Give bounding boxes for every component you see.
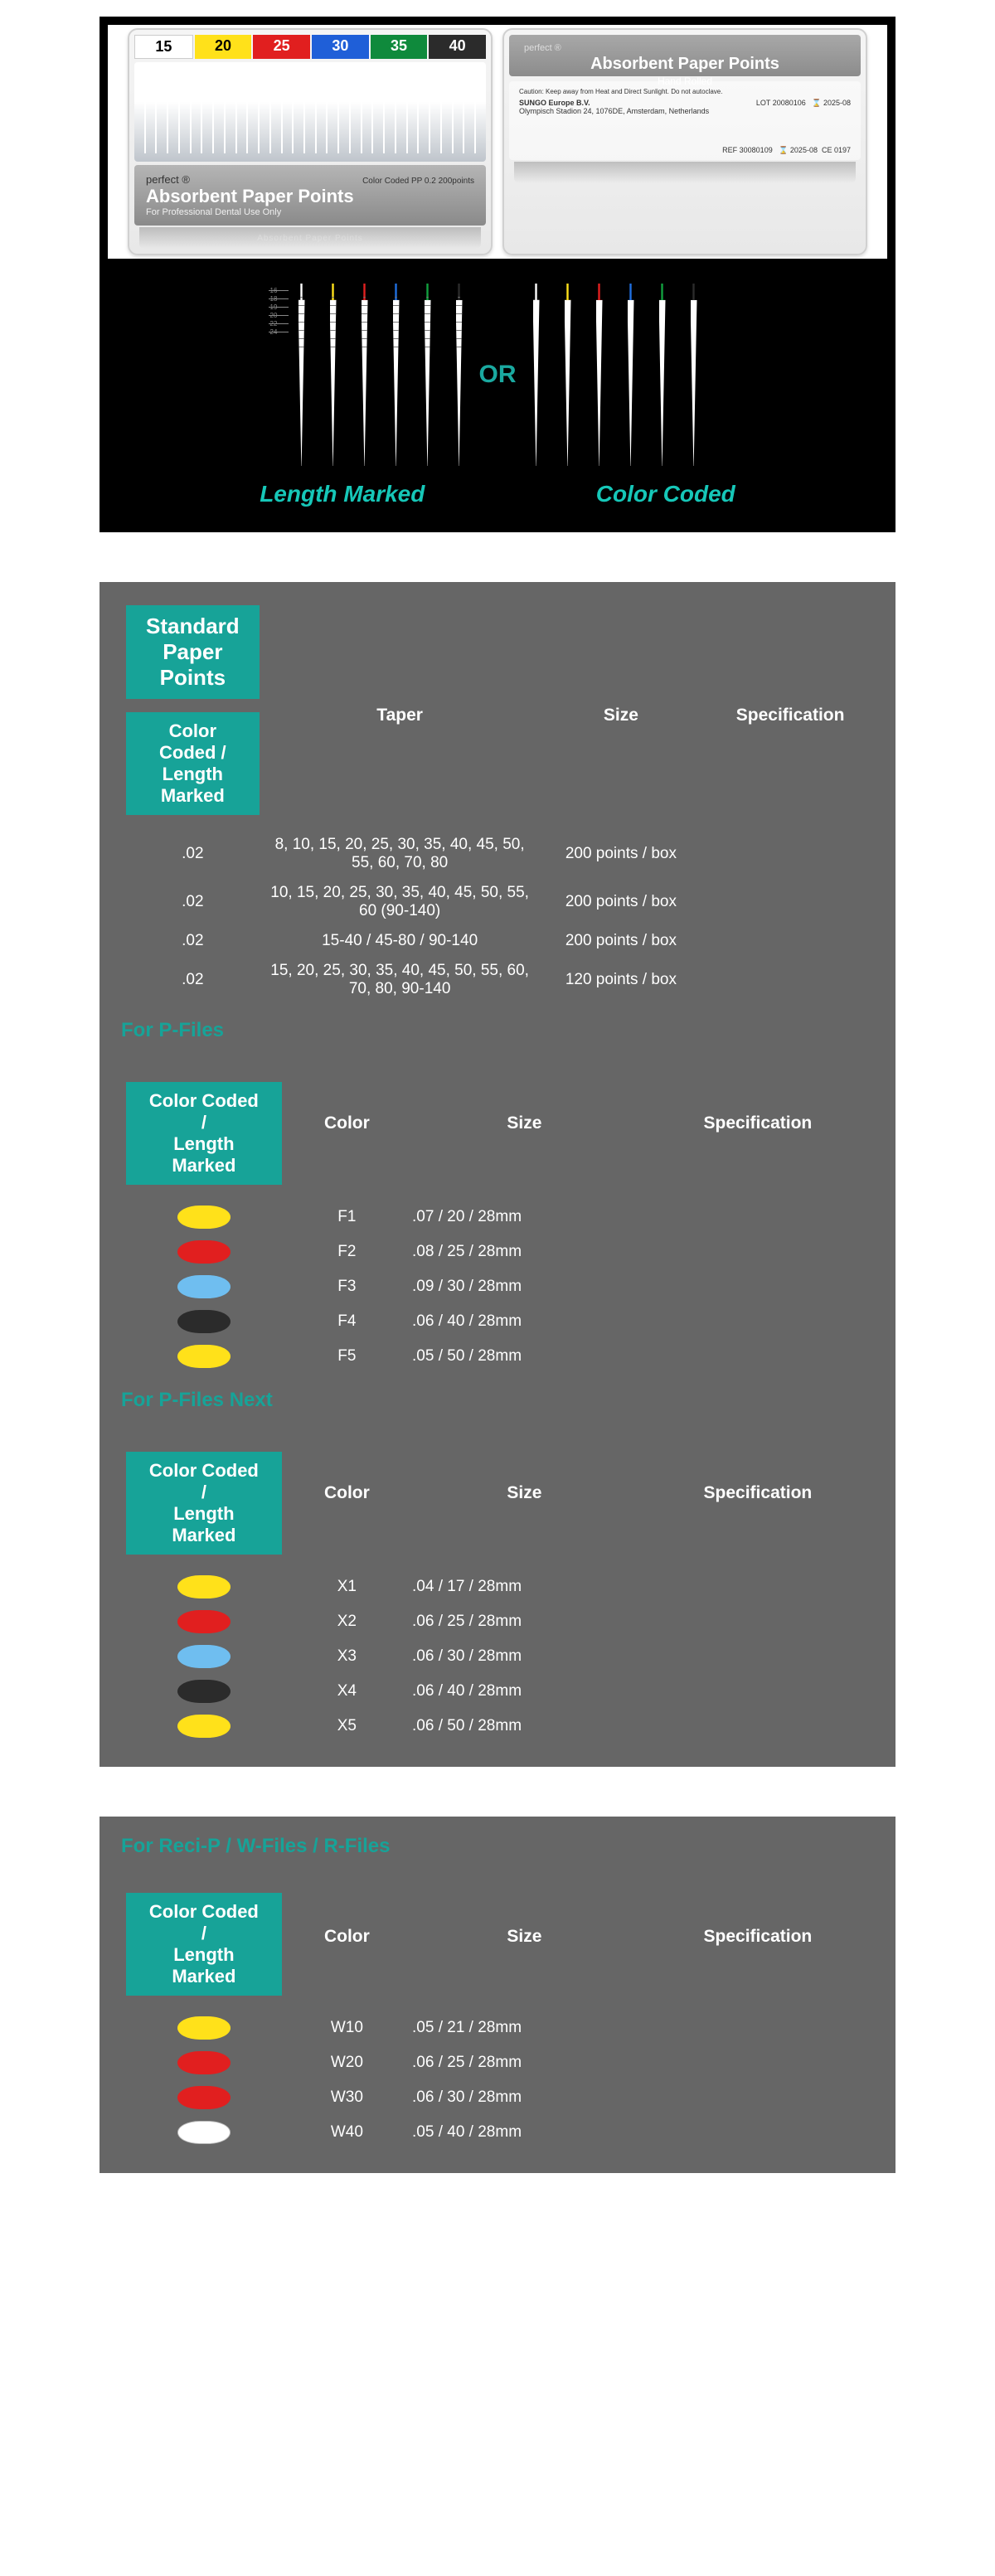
or-label: OR <box>479 361 517 389</box>
section-label: Color Coded / Length Marked <box>126 1082 282 1185</box>
section-super: For P-Files <box>121 1019 874 1042</box>
table-row: F4.06 / 40 / 28mm <box>121 1304 874 1339</box>
table-row: X1.04 / 17 / 28mm <box>121 1569 874 1604</box>
table-row: X5.06 / 50 / 28mm <box>121 1709 874 1744</box>
color-swatch <box>177 1275 231 1298</box>
color-swatch <box>177 1310 231 1333</box>
table-row: .0215, 20, 25, 30, 35, 40, 45, 50, 55, 6… <box>121 956 874 1004</box>
table-row: W30.06 / 30 / 28mm <box>121 2080 874 2115</box>
table-row: .0215-40 / 45-80 / 90-140200 points / bo… <box>121 926 874 956</box>
color-swatch <box>177 1575 231 1598</box>
section-label: Color Coded / Length Marked <box>126 1893 282 1996</box>
strip-label: Color Coded PP 0.2 200points <box>362 177 474 186</box>
table-row: W40.05 / 40 / 28mm <box>121 2115 874 2150</box>
variant-color-coded <box>533 284 697 466</box>
spec-block-1: Standard Paper Points Color Coded / Leng… <box>100 582 896 1767</box>
table-row: F5.05 / 50 / 28mm <box>121 1339 874 1374</box>
color-swatch <box>177 2121 231 2144</box>
color-swatch <box>177 1680 231 1703</box>
table-row: X2.06 / 25 / 28mm <box>121 1604 874 1639</box>
package-left: 152025303540 perfect ® Color Coded PP 0.… <box>128 28 493 255</box>
section-label: Color Coded / Length Marked <box>126 1452 282 1555</box>
product-visual: 152025303540 perfect ® Color Coded PP 0.… <box>100 17 896 532</box>
table-row: .028, 10, 15, 20, 25, 30, 35, 40, 45, 50… <box>121 830 874 878</box>
color-swatch <box>177 1645 231 1668</box>
color-swatch <box>177 1715 231 1738</box>
table-row: X4.06 / 40 / 28mm <box>121 1674 874 1709</box>
table-row: W10.05 / 21 / 28mm <box>121 2011 874 2045</box>
table-standard: Standard Paper Points Color Coded / Leng… <box>121 600 874 1004</box>
section-super: For Reci-P / W-Files / R-Files <box>121 1835 874 1858</box>
section-title: Standard Paper Points <box>126 605 260 699</box>
spec-block-2: For Reci-P / W-Files / R-Files Color Cod… <box>100 1817 896 2173</box>
section-super: For P-Files Next <box>121 1389 874 1412</box>
color-swatch <box>177 1345 231 1368</box>
pack-sub: For Professional Dental Use Only <box>146 207 474 217</box>
color-swatch <box>177 1610 231 1633</box>
brand-label: perfect ® <box>146 173 190 186</box>
table-row: F1.07 / 20 / 28mm <box>121 1200 874 1235</box>
color-swatch <box>177 1206 231 1229</box>
pack-title: Absorbent Paper Points <box>146 186 474 207</box>
reflection: Absorbent Paper Points <box>139 227 481 249</box>
table-pfiles-next: Color Coded / Length Marked Color Size S… <box>121 1417 874 1744</box>
table-pfiles: Color Coded / Length Marked Color Size S… <box>121 1047 874 1374</box>
color-swatch <box>177 2051 231 2074</box>
table-recip: Color Coded / Length Marked Color Size S… <box>121 1863 874 2150</box>
pack-title: Absorbent Paper Points <box>590 55 779 74</box>
color-swatch <box>177 1240 231 1264</box>
table-row: W20.06 / 25 / 28mm <box>121 2045 874 2080</box>
table-row: F2.08 / 25 / 28mm <box>121 1235 874 1269</box>
package-right: perfect ® Absorbent Paper Points Hand Ro… <box>502 28 867 255</box>
table-row: X3.06 / 30 / 28mm <box>121 1639 874 1674</box>
reflection <box>514 162 856 183</box>
variant-label-left: Length Marked <box>260 481 425 507</box>
variant-length-marked: 161819202224 <box>298 284 463 466</box>
color-swatch <box>177 2086 231 2109</box>
section-label: Color Coded / Length Marked <box>126 712 260 815</box>
caution-text: Caution: Keep away from Heat and Direct … <box>519 88 851 95</box>
table-row: .0210, 15, 20, 25, 30, 35, 40, 45, 50, 5… <box>121 878 874 926</box>
table-row: F3.09 / 30 / 28mm <box>121 1269 874 1304</box>
color-swatch <box>177 2016 231 2040</box>
variant-label-right: Color Coded <box>596 481 735 507</box>
